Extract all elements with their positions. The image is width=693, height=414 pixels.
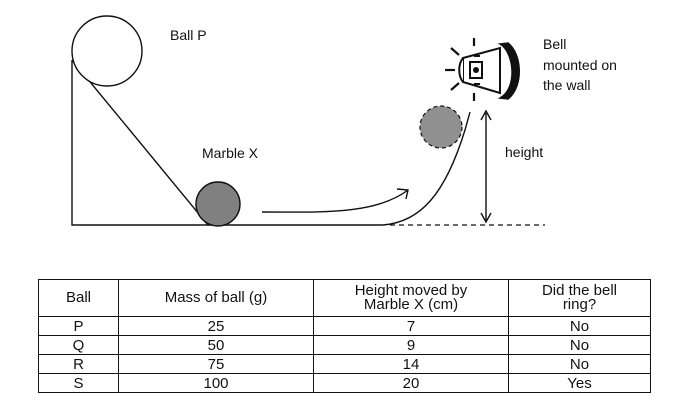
results-table: Ball Mass of ball (g) Height moved by Mar… <box>38 279 651 393</box>
bell-label-line3: the wall <box>543 77 590 93</box>
cell-mass: 50 <box>118 335 314 355</box>
cell-ball: P <box>38 316 119 336</box>
header-height-moved: Height moved by Marble X (cm) <box>313 279 509 317</box>
height-label: height <box>505 144 543 160</box>
cell-mass: 100 <box>118 373 314 393</box>
marble-x-label: Marble X <box>202 145 259 161</box>
header-ball: Ball <box>38 279 119 317</box>
ball-p <box>71 15 143 87</box>
table-row: Q 50 9 No <box>38 335 651 355</box>
header-bell-rang: Did the bell ring? <box>508 279 651 317</box>
table-row: P 25 7 No <box>38 316 651 336</box>
cell-mass: 25 <box>118 316 314 336</box>
curved-track <box>382 111 471 226</box>
cell-rang: No <box>508 316 651 336</box>
table-row: R 75 14 No <box>38 354 651 374</box>
height-arrow-bottom <box>480 212 492 224</box>
cell-ball: Q <box>38 335 119 355</box>
cell-rang: Yes <box>508 373 651 393</box>
cell-height: 9 <box>313 335 509 355</box>
cell-ball: R <box>38 354 119 374</box>
marble-x <box>195 181 241 227</box>
marble-x-raised <box>419 105 463 149</box>
table-header-row: Ball Mass of ball (g) Height moved by Mar… <box>38 279 651 317</box>
bell-icon <box>445 38 520 101</box>
bell-label-line2: mounted on <box>543 57 617 73</box>
experiment-diagram: Ball P Marble X height Bell mounted on t… <box>71 15 617 227</box>
motion-arrow-head <box>396 188 409 200</box>
cell-height: 14 <box>313 354 509 374</box>
header-mass: Mass of ball (g) <box>118 279 314 317</box>
cell-rang: No <box>508 335 651 355</box>
bell-label-line1: Bell <box>543 36 566 52</box>
cell-height: 20 <box>313 373 509 393</box>
height-arrow-top <box>480 109 492 121</box>
ball-p-label: Ball P <box>170 27 207 43</box>
cell-mass: 75 <box>118 354 314 374</box>
cell-ball: S <box>38 373 119 393</box>
cell-height: 7 <box>313 316 509 336</box>
motion-arrow <box>261 189 409 213</box>
cell-rang: No <box>508 354 651 374</box>
ramp <box>71 59 210 226</box>
table-row: S 100 20 Yes <box>38 373 651 393</box>
